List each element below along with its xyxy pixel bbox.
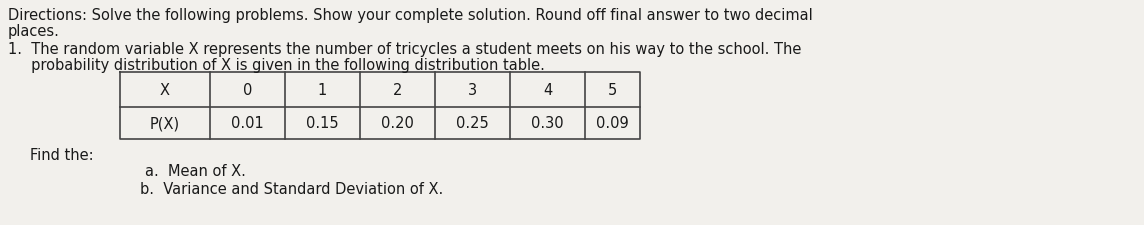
Text: 0.30: 0.30 <box>531 116 564 131</box>
Text: 3: 3 <box>468 83 477 98</box>
Text: 0.15: 0.15 <box>307 116 339 131</box>
Text: 5: 5 <box>607 83 617 98</box>
Text: Directions: Solve the following problems. Show your complete solution. Round off: Directions: Solve the following problems… <box>8 8 812 23</box>
Text: 0.25: 0.25 <box>456 116 488 131</box>
Text: 0.01: 0.01 <box>231 116 264 131</box>
Text: b.  Variance and Standard Deviation of X.: b. Variance and Standard Deviation of X. <box>140 181 443 196</box>
Text: 2: 2 <box>392 83 403 98</box>
Text: 0.09: 0.09 <box>596 116 629 131</box>
Text: 0.20: 0.20 <box>381 116 414 131</box>
Text: a.  Mean of X.: a. Mean of X. <box>145 163 246 178</box>
Text: places.: places. <box>8 24 59 39</box>
Text: Find the:: Find the: <box>30 147 94 162</box>
Text: 0: 0 <box>243 83 252 98</box>
Text: 1: 1 <box>318 83 327 98</box>
Text: probability distribution of X is given in the following distribution table.: probability distribution of X is given i… <box>8 58 545 73</box>
Text: X: X <box>160 83 170 98</box>
Text: 1.  The random variable X represents the number of tricycles a student meets on : 1. The random variable X represents the … <box>8 42 802 57</box>
Text: 4: 4 <box>543 83 553 98</box>
Text: P(X): P(X) <box>150 116 180 131</box>
